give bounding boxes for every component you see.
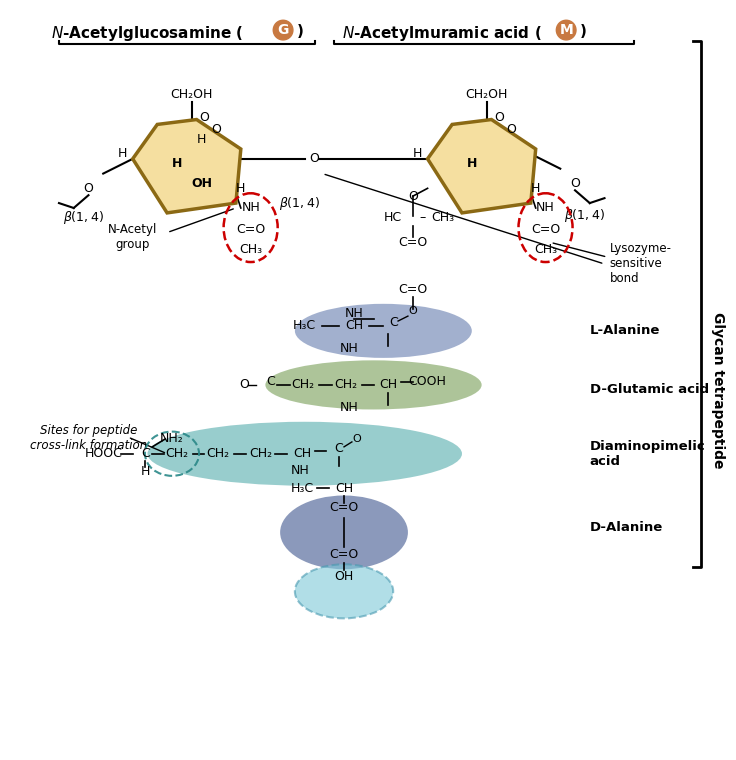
- Text: C=O: C=O: [236, 223, 265, 236]
- Text: H: H: [236, 182, 246, 195]
- Text: C: C: [266, 375, 275, 388]
- Text: N-Acetyl
group: N-Acetyl group: [108, 223, 158, 251]
- Text: H: H: [141, 465, 150, 478]
- Ellipse shape: [280, 496, 408, 569]
- Text: C=O: C=O: [398, 283, 428, 296]
- Text: O: O: [408, 306, 417, 316]
- Text: C: C: [389, 316, 397, 330]
- Text: D-Glutamic acid: D-Glutamic acid: [590, 383, 709, 396]
- Text: CH₂OH: CH₂OH: [171, 88, 213, 101]
- Circle shape: [273, 21, 293, 40]
- Text: NH: NH: [291, 464, 309, 477]
- Text: NH: NH: [339, 342, 358, 355]
- Ellipse shape: [147, 422, 462, 486]
- Text: O: O: [570, 177, 580, 190]
- Text: ): ): [580, 24, 587, 40]
- Text: $\beta\mathit{(1,4)}$: $\beta\mathit{(1,4)}$: [63, 209, 104, 226]
- Text: O: O: [310, 152, 319, 166]
- Text: H: H: [171, 157, 182, 170]
- Text: D-Alanine: D-Alanine: [590, 521, 663, 534]
- Text: O: O: [353, 434, 361, 444]
- Ellipse shape: [295, 564, 393, 619]
- Text: CH₂: CH₂: [166, 447, 188, 461]
- Text: H: H: [413, 147, 422, 160]
- Text: Sites for peptide
cross-link formation: Sites for peptide cross-link formation: [30, 424, 147, 452]
- Text: G: G: [277, 23, 289, 37]
- Text: C=O: C=O: [398, 236, 428, 249]
- Text: CH₃: CH₃: [239, 242, 262, 256]
- Text: O: O: [238, 378, 249, 391]
- Polygon shape: [428, 119, 536, 213]
- Text: L-Alanine: L-Alanine: [590, 325, 660, 337]
- Text: $\it{N}$-Acetylglucosamine (: $\it{N}$-Acetylglucosamine (: [52, 24, 244, 43]
- Text: O: O: [199, 111, 209, 124]
- Text: CH: CH: [379, 378, 397, 391]
- Text: CH₂OH: CH₂OH: [465, 88, 508, 101]
- Text: NH₂: NH₂: [160, 432, 184, 445]
- Text: ): ): [297, 24, 304, 40]
- Text: COOH: COOH: [408, 375, 447, 388]
- Text: HOOC: HOOC: [84, 447, 122, 461]
- Ellipse shape: [295, 304, 472, 358]
- Text: NH: NH: [536, 201, 555, 214]
- Text: H: H: [531, 182, 540, 195]
- Text: HC: HC: [384, 211, 403, 224]
- Text: NH: NH: [344, 307, 364, 320]
- Circle shape: [556, 21, 576, 40]
- Text: O: O: [408, 190, 418, 203]
- Text: CH: CH: [344, 319, 363, 332]
- Text: H₃C: H₃C: [293, 319, 316, 332]
- Text: $\beta\mathit{(1,4)}$: $\beta\mathit{(1,4)}$: [279, 195, 320, 211]
- Text: OH: OH: [191, 177, 212, 190]
- Text: C=O: C=O: [330, 502, 358, 515]
- Text: NH: NH: [241, 201, 260, 214]
- Text: OH: OH: [334, 570, 354, 583]
- Text: Lysozyme-
sensitive
bond: Lysozyme- sensitive bond: [609, 242, 671, 286]
- Text: C=O: C=O: [531, 223, 560, 236]
- Text: O: O: [211, 123, 222, 136]
- Text: H: H: [197, 133, 206, 146]
- Text: O: O: [495, 111, 504, 124]
- Text: CH: CH: [294, 447, 312, 461]
- Text: CH₃: CH₃: [534, 242, 557, 256]
- Text: H₃C: H₃C: [291, 482, 314, 495]
- Text: H: H: [118, 147, 127, 160]
- Text: O: O: [83, 182, 93, 195]
- Text: Diaminopimelic
acid: Diaminopimelic acid: [590, 440, 706, 467]
- Text: C=O: C=O: [330, 549, 358, 562]
- Text: O: O: [506, 123, 516, 136]
- Text: CH₂: CH₂: [291, 378, 314, 391]
- Text: C: C: [141, 447, 150, 461]
- Text: $\it{N}$-Acetylmuramic acid (: $\it{N}$-Acetylmuramic acid (: [342, 24, 542, 43]
- Text: CH₂: CH₂: [334, 378, 358, 391]
- Text: M: M: [559, 23, 573, 37]
- Ellipse shape: [266, 360, 481, 410]
- Text: NH: NH: [339, 401, 358, 414]
- Text: $\beta\mathit{(1,4)}$: $\beta\mathit{(1,4)}$: [565, 207, 605, 224]
- Text: –: –: [420, 211, 426, 224]
- Text: CH₃: CH₃: [431, 211, 454, 224]
- Text: CH: CH: [335, 482, 353, 495]
- Text: CH₂: CH₂: [249, 447, 272, 461]
- Polygon shape: [132, 119, 241, 213]
- Text: C: C: [335, 442, 344, 455]
- Text: Glycan tetrapeptide: Glycan tetrapeptide: [710, 312, 724, 468]
- Text: H: H: [467, 157, 477, 170]
- Text: CH₂: CH₂: [207, 447, 230, 461]
